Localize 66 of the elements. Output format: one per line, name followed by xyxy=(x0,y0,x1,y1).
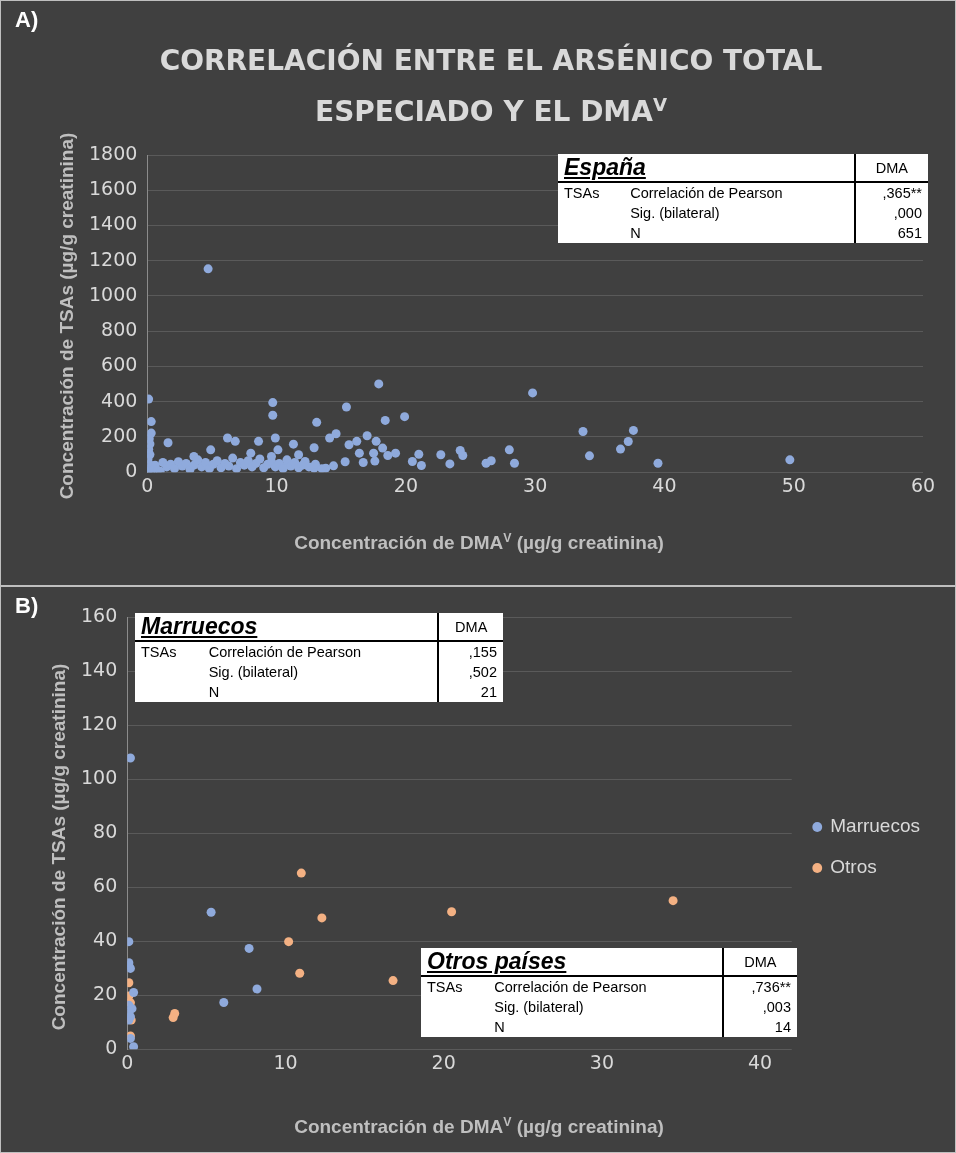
annotation: N xyxy=(493,1018,506,1037)
annotation: Correlación de Pearson xyxy=(493,978,648,997)
x-tick-label: 20 xyxy=(431,1050,456,1073)
x-tick-label: 30 xyxy=(589,1050,614,1073)
y-tick-label: 160 xyxy=(81,603,118,626)
text: A) xyxy=(15,7,39,33)
annotation: TSAs xyxy=(426,978,464,997)
x-tick-label: 20 xyxy=(393,473,418,496)
y-tick-label: 0 xyxy=(125,459,138,482)
annotation: Sig. (bilateral) xyxy=(207,663,300,682)
x-tick-label: 50 xyxy=(781,473,806,496)
annotation: DMA xyxy=(438,613,503,641)
y-tick-label: 400 xyxy=(101,388,138,411)
y-tick-label: 80 xyxy=(93,820,118,843)
y-tick-label: 40 xyxy=(93,928,118,951)
y-tick-label: 1000 xyxy=(88,282,138,305)
text: B) xyxy=(15,593,39,619)
annotation: 14 xyxy=(722,1017,797,1037)
y-tick-label: 1800 xyxy=(88,141,138,164)
y-tick-label: 1200 xyxy=(88,247,138,270)
annotation: N xyxy=(629,224,642,243)
annotation: TSAs xyxy=(563,184,601,203)
y-tick-label: 20 xyxy=(93,982,118,1005)
annotation: 651 xyxy=(854,223,928,243)
y-axis-title: Concentración de TSAs (µg/g creatinina) xyxy=(48,663,70,1031)
annotation: ,365** xyxy=(854,182,928,203)
annotation: España xyxy=(558,154,855,182)
annotation: DMA xyxy=(854,154,928,182)
y-tick-label: 0 xyxy=(105,1036,118,1059)
annotation: Otros países xyxy=(421,948,723,976)
x-tick-label: 60 xyxy=(910,473,936,496)
legend-label: Otros xyxy=(830,856,877,878)
y-tick-label: 140 xyxy=(81,657,118,680)
x-tick-label: 30 xyxy=(523,473,548,496)
x-tick-label: 10 xyxy=(264,473,289,496)
y-tick-label: 800 xyxy=(101,318,138,341)
x-tick-label: 40 xyxy=(652,473,677,496)
annotation: Correlación de Pearson xyxy=(207,643,362,662)
annotation: ,000 xyxy=(854,203,928,223)
annotation: ,502 xyxy=(438,662,503,682)
legend-label: Marruecos xyxy=(830,815,920,837)
annotation: ,736** xyxy=(722,976,797,997)
annotation: N xyxy=(207,683,221,702)
annotation: TSAs xyxy=(140,643,178,662)
y-tick-label: 120 xyxy=(81,711,118,734)
annotation: 21 xyxy=(438,682,503,702)
y-tick-label: 1400 xyxy=(88,212,138,235)
y-tick-label: 200 xyxy=(101,423,138,446)
annotation: ,003 xyxy=(722,997,797,1017)
annotation: Correlación de Pearson xyxy=(629,184,784,203)
annotation: DMA xyxy=(722,948,797,976)
chart-title: CORRELACIÓN ENTRE EL ARSÉNICO TOTAL ESPECIADO Y EL DMA$^{V}$ xyxy=(158,42,824,131)
x-axis-title: Concentración de DMA$^{V}$ (µg/g creatinina) xyxy=(293,1115,665,1139)
annotation: Sig. (bilateral) xyxy=(493,998,585,1017)
annotation: Sig. (bilateral) xyxy=(629,204,721,223)
y-tick-label: 1600 xyxy=(88,177,138,200)
annotation: Marruecos xyxy=(135,613,439,641)
x-tick-label: 10 xyxy=(273,1050,298,1073)
x-tick-label: 40 xyxy=(748,1050,773,1073)
x-axis-title: Concentración de DMA$^{V}$ (µg/g creatinina) xyxy=(293,531,665,555)
y-axis-title: Concentración de TSAs (µg/g creatinina) xyxy=(56,132,78,500)
y-tick-label: 100 xyxy=(81,766,118,789)
annotation: ,155 xyxy=(438,641,503,662)
y-tick-label: 600 xyxy=(101,353,138,376)
y-tick-label: 60 xyxy=(93,874,118,897)
x-tick-label: 0 xyxy=(141,473,154,496)
